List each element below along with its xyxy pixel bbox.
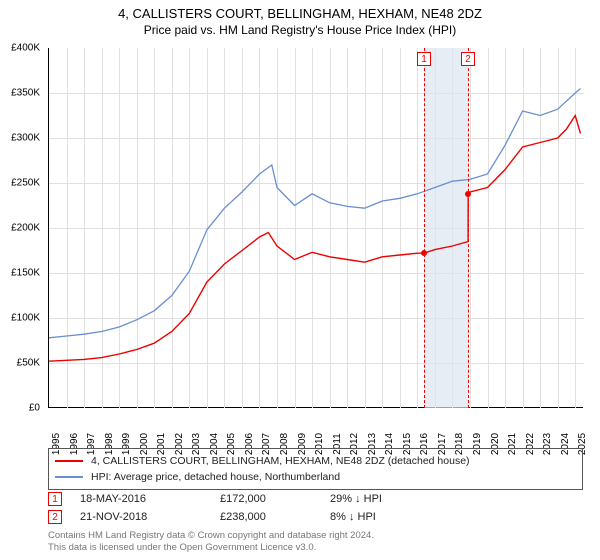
y-tick-label: £350K	[11, 88, 40, 99]
sales-row: 2 21-NOV-2018£238,0008% ↓ HPI	[48, 508, 583, 526]
sale-line	[468, 48, 469, 408]
series-hpi	[49, 89, 581, 338]
y-tick-label: £50K	[17, 358, 40, 369]
plot-area: 12	[48, 48, 583, 408]
legend-row-hpi: HPI: Average price, detached house, Nort…	[55, 469, 576, 485]
y-tick-label: £400K	[11, 43, 40, 54]
chart-container: 4, CALLISTERS COURT, BELLINGHAM, HEXHAM,…	[0, 0, 600, 560]
page-title: 4, CALLISTERS COURT, BELLINGHAM, HEXHAM,…	[0, 0, 600, 21]
line-svg	[49, 48, 584, 408]
sale-date: 21-NOV-2018	[80, 511, 220, 523]
sale-delta: 8% ↓ HPI	[330, 511, 450, 523]
plot-wrap: 12	[48, 48, 583, 408]
legend-row-property: 4, CALLISTERS COURT, BELLINGHAM, HEXHAM,…	[55, 453, 576, 469]
legend-swatch-property	[55, 460, 83, 462]
x-axis: 1995199619971998199920002001200220032004…	[48, 410, 583, 450]
sale-marker: 1	[417, 52, 431, 66]
sale-index-box: 1	[48, 492, 62, 506]
y-tick-label: £0	[29, 403, 40, 414]
legend: 4, CALLISTERS COURT, BELLINGHAM, HEXHAM,…	[48, 448, 583, 490]
legend-swatch-hpi	[55, 476, 83, 478]
footer-line-1: Contains HM Land Registry data © Crown c…	[48, 530, 583, 542]
sale-line	[424, 48, 425, 408]
legend-label-hpi: HPI: Average price, detached house, Nort…	[91, 471, 340, 483]
sale-dot	[421, 250, 427, 256]
sale-marker: 2	[461, 52, 475, 66]
footer-line-2: This data is licensed under the Open Gov…	[48, 542, 583, 554]
sale-price: £172,000	[220, 493, 330, 505]
sales-table: 1 18-MAY-2016£172,00029% ↓ HPI 2 21-NOV-201…	[48, 490, 583, 526]
y-tick-label: £250K	[11, 178, 40, 189]
y-axis: £0£50K£100K£150K£200K£250K£300K£350K£400…	[0, 48, 44, 408]
y-tick-label: £200K	[11, 223, 40, 234]
page-subtitle: Price paid vs. HM Land Registry's House …	[0, 21, 600, 37]
sale-dot	[465, 191, 471, 197]
sales-row: 1 18-MAY-2016£172,00029% ↓ HPI	[48, 490, 583, 508]
sale-index-box: 2	[48, 510, 62, 524]
y-tick-label: £100K	[11, 313, 40, 324]
sale-delta: 29% ↓ HPI	[330, 493, 450, 505]
sale-date: 18-MAY-2016	[80, 493, 220, 505]
sale-price: £238,000	[220, 511, 330, 523]
legend-label-property: 4, CALLISTERS COURT, BELLINGHAM, HEXHAM,…	[91, 455, 470, 467]
footer: Contains HM Land Registry data © Crown c…	[48, 530, 583, 554]
y-tick-label: £150K	[11, 268, 40, 279]
y-tick-label: £300K	[11, 133, 40, 144]
